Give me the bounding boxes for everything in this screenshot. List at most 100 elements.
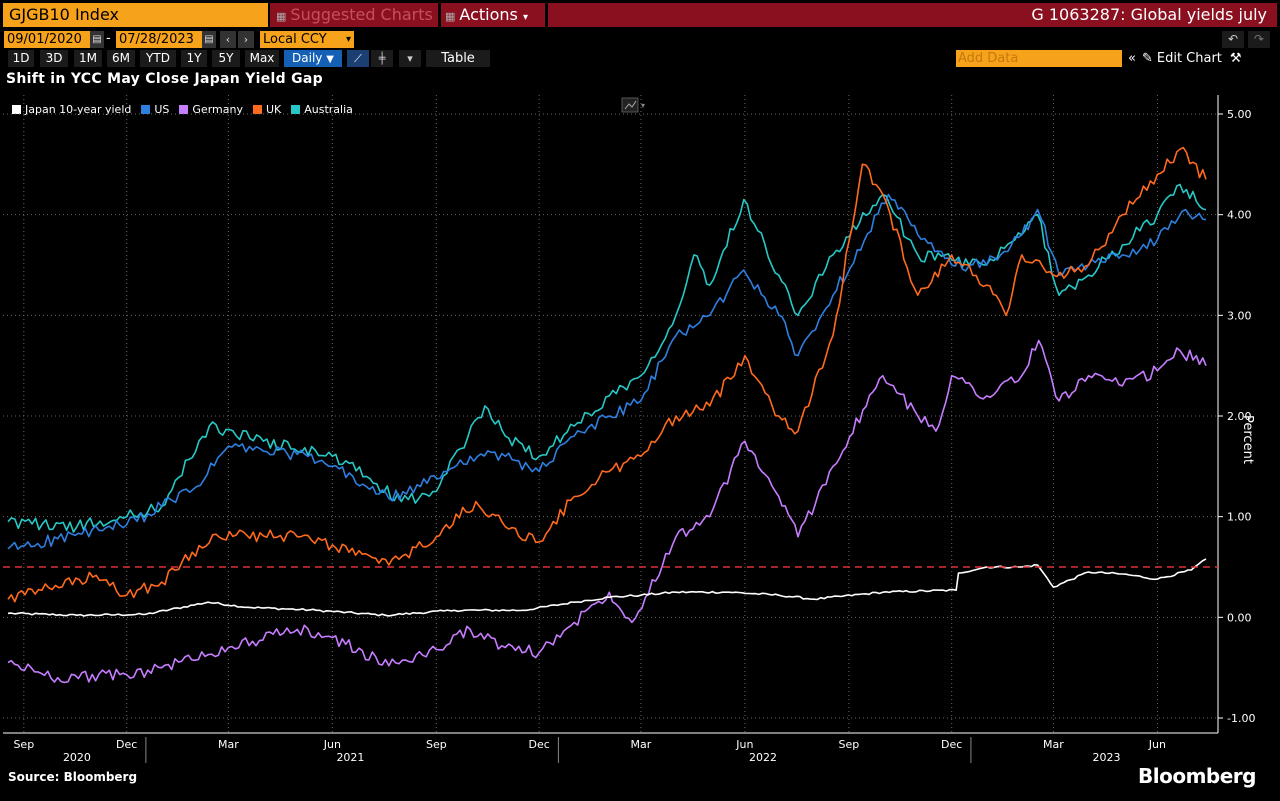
redo-icon[interactable]: ↷ [1248,31,1270,48]
svg-text:▾: ▾ [641,101,645,110]
period-5y[interactable]: 5Y [212,50,240,67]
legend-label: Japan 10-year yield [25,103,132,116]
series-line-australia [7,183,1207,533]
chart-type-icon[interactable]: ▾ [621,97,645,113]
date-separator: - [106,31,111,46]
x-tick-label: Sep [426,738,447,751]
chart-id-label: G 1063287: Global yields july [548,3,1277,27]
legend-item[interactable]: UK [252,103,282,116]
legend-swatch [141,105,151,114]
source-note: Source: Bloomberg [8,770,138,784]
period-1y[interactable]: 1Y [181,50,207,67]
bloomberg-logo: Bloomberg [1138,764,1256,788]
chevron-left-icon[interactable]: ‹ [220,31,236,48]
period-bar: 1D 3D 1M 6M YTD 1Y 5Y Max Daily ▼ ⟋ ╪ ▾ … [0,50,1280,68]
y-tick-label: 2.00 [1227,410,1252,423]
legend-item[interactable]: Australia [291,103,353,116]
suggested-charts-button[interactable]: ▦ Suggested Charts [270,3,438,27]
actions-button[interactable]: ▦ Actions ▾ [441,3,545,27]
currency-value: Local CCY [263,32,327,47]
series-line-japan-10-year-yield [7,558,1207,617]
year-label: 2021 [336,751,364,764]
year-label: 2023 [1093,751,1121,764]
suggested-charts-label: Suggested Charts [290,5,433,24]
legend-item[interactable]: Japan 10-year yield [12,103,131,116]
period-max[interactable]: Max [245,50,279,67]
legend-item[interactable]: US [141,103,169,116]
period-ytd[interactable]: YTD [140,50,176,67]
settings-icon[interactable]: ⚒ [1229,51,1242,66]
period-6m[interactable]: 6M [107,50,135,67]
actions-label: Actions [459,5,518,24]
x-tick-label: Dec [116,738,137,751]
legend-item[interactable]: Germany [179,103,243,116]
y-tick-label: -1.00 [1227,712,1255,725]
legend-label: UK [265,103,282,116]
x-tick-label: Sep [838,738,859,751]
start-date-input[interactable]: 09/01/2020 [4,31,90,48]
chevron-down-icon: ▼ [326,54,334,65]
chevron-down-icon: ▾ [345,34,351,45]
currency-select[interactable]: Local CCY ▾ [260,31,354,48]
y-axis: 5.00 4.00 3.00 2.00 1.00 0.00 -1.00 [1217,95,1255,733]
legend-label: Australia [304,103,353,116]
x-axis: Sep Dec Mar Jun Sep Dec Mar Jun Sep Dec Mar Jun 2020… [3,732,1218,764]
x-tick-label: Jun [1148,738,1166,751]
legend-label: US [154,103,170,116]
add-data-input[interactable]: Add Data [956,50,1122,67]
y-tick-label: 0.00 [1227,611,1252,624]
calendar-icon[interactable]: ▤ [202,31,216,48]
y-tick-label: 3.00 [1227,309,1252,322]
year-label: 2022 [749,751,777,764]
pencil-icon: ✎ [1141,51,1153,66]
year-label: 2020 [63,751,91,764]
legend-label: Germany [192,103,243,116]
x-tick-label: Jun [323,738,341,751]
chevron-right-icon[interactable]: › [238,31,254,48]
chart-series [7,146,1207,684]
y-tick-label: 1.00 [1227,511,1252,524]
top-toolbar: GJGB10 Index ▦ Suggested Charts ▦ Actions … [0,0,1280,30]
x-tick-label: Dec [529,738,550,751]
frequency-value: Daily [292,51,323,65]
chart-title: Shift in YCC May Close Japan Yield Gap [6,71,324,87]
edit-chart-label: Edit Chart [1156,51,1222,66]
legend-swatch [291,105,301,114]
x-tick-label: Mar [1043,738,1064,751]
table-button[interactable]: Table [426,50,490,67]
y-tick-label: 5.00 [1227,108,1252,121]
candlestick-icon[interactable]: ╪ [371,50,393,67]
chevron-down-icon: ▾ [522,12,528,23]
edit-chart-button[interactable]: « ✎ Edit Chart ⚒ [1128,50,1278,67]
date-range-bar: 09/01/2020 ▤ - 07/28/2023 ▤ ‹ › Local CC… [0,30,1280,50]
legend-swatch [252,105,262,114]
legend-swatch [12,105,21,114]
x-tick-label: Mar [631,738,652,751]
legend-swatch [179,105,189,114]
series-line-germany [7,339,1207,684]
suggested-charts-icon: ▦ [276,10,287,23]
x-tick-label: Mar [218,738,239,751]
y-axis-label: Percent [1240,415,1255,464]
security-field[interactable]: GJGB10 Index [3,3,268,27]
series-line-us [7,193,1207,550]
end-date-input[interactable]: 07/28/2023 [116,31,202,48]
chart-legend: Japan 10-year yield US Germany UK Australia [12,103,363,119]
x-tick-label: Dec [941,738,962,751]
x-tick-label: Sep [13,738,34,751]
x-tick-label: Jun [735,738,753,751]
actions-icon: ▦ [445,10,456,23]
series-line-uk [7,146,1207,603]
chevron-down-icon[interactable]: ▾ [399,50,421,67]
period-3d[interactable]: 3D [40,50,68,67]
undo-icon[interactable]: ↶ [1222,31,1244,48]
period-1d[interactable]: 1D [8,50,34,67]
frequency-select[interactable]: Daily ▼ [284,50,342,67]
double-chevron-left-icon[interactable]: « [1128,51,1136,66]
line-chart-icon[interactable]: ⟋ [347,50,369,67]
chart-grid [3,95,1218,733]
y-tick-label: 4.00 [1227,209,1252,222]
calendar-icon[interactable]: ▤ [90,31,104,48]
period-1m[interactable]: 1M [74,50,102,67]
